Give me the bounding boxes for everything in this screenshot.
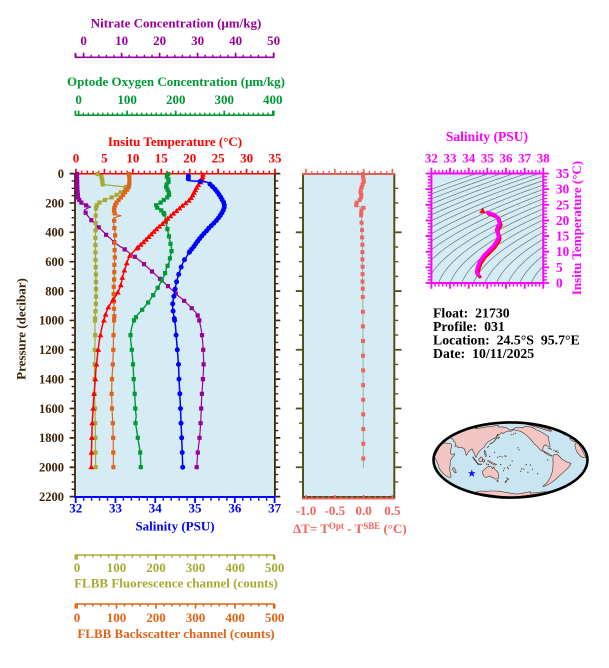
- svg-text:30: 30: [240, 151, 253, 166]
- svg-text:0: 0: [75, 92, 82, 107]
- svg-text:200: 200: [166, 92, 186, 107]
- svg-text:1600: 1600: [39, 402, 64, 416]
- svg-text:34: 34: [149, 500, 163, 515]
- svg-text:Optode Oxygen Concentration (μ: Optode Oxygen Concentration (μm/kg): [67, 74, 285, 89]
- svg-text:25: 25: [212, 151, 226, 166]
- svg-text:Profile: 031: Profile: 031: [433, 319, 505, 334]
- svg-text:25: 25: [556, 197, 570, 212]
- svg-text:FLBB Fluorescence channel (cou: FLBB Fluorescence channel (counts): [74, 576, 278, 591]
- svg-text:Insitu Temperature (°C): Insitu Temperature (°C): [108, 134, 242, 149]
- svg-text:10: 10: [126, 151, 139, 166]
- svg-text:37: 37: [268, 500, 282, 515]
- svg-text:300: 300: [186, 610, 206, 625]
- svg-text:2200: 2200: [39, 490, 64, 504]
- svg-text:Insitu Temperature (°C): Insitu Temperature (°C): [569, 161, 584, 295]
- svg-text:2000: 2000: [39, 461, 64, 475]
- svg-text:1000: 1000: [39, 314, 64, 328]
- svg-text:Date: 10/11/2025: Date: 10/11/2025: [433, 346, 534, 361]
- svg-text:34: 34: [462, 151, 476, 166]
- svg-text:-0.5: -0.5: [325, 503, 346, 518]
- svg-text:ΔT= TOpt - TSBE (°C): ΔT= TOpt - TSBE (°C): [293, 521, 407, 536]
- svg-text:20: 20: [556, 213, 570, 228]
- svg-text:36: 36: [228, 500, 242, 515]
- svg-text:0: 0: [74, 560, 81, 575]
- svg-text:10: 10: [115, 33, 128, 48]
- svg-text:35: 35: [189, 500, 203, 515]
- svg-text:0: 0: [73, 151, 80, 166]
- svg-text:30: 30: [556, 182, 570, 197]
- svg-text:1400: 1400: [39, 372, 64, 386]
- svg-text:300: 300: [215, 92, 235, 107]
- svg-text:100: 100: [117, 92, 137, 107]
- svg-text:35: 35: [269, 151, 283, 166]
- svg-text:35: 35: [481, 151, 495, 166]
- svg-text:Salinity (PSU): Salinity (PSU): [135, 519, 214, 534]
- svg-text:Salinity (PSU): Salinity (PSU): [446, 129, 528, 144]
- svg-text:5: 5: [556, 260, 563, 275]
- svg-text:0: 0: [556, 276, 563, 291]
- svg-text:1200: 1200: [39, 343, 64, 357]
- svg-text:100: 100: [107, 560, 127, 575]
- svg-text:10: 10: [556, 244, 570, 259]
- svg-text:20: 20: [153, 33, 166, 48]
- svg-text:36: 36: [500, 151, 514, 166]
- svg-text:500: 500: [265, 560, 285, 575]
- svg-text:38: 38: [537, 151, 551, 166]
- svg-text:32: 32: [425, 151, 438, 166]
- svg-text:Float: 21730: Float: 21730: [433, 306, 510, 321]
- svg-text:40: 40: [229, 33, 242, 48]
- svg-text:33: 33: [109, 500, 123, 515]
- svg-text:35: 35: [556, 166, 570, 181]
- svg-text:30: 30: [191, 33, 204, 48]
- svg-text:400: 400: [225, 610, 245, 625]
- svg-text:600: 600: [45, 255, 64, 269]
- svg-text:0: 0: [80, 33, 87, 48]
- svg-text:1800: 1800: [39, 431, 64, 445]
- svg-text:0.5: 0.5: [384, 503, 401, 518]
- svg-text:200: 200: [146, 610, 166, 625]
- svg-text:Pressure (decibar): Pressure (decibar): [14, 278, 29, 380]
- svg-text:50: 50: [267, 33, 280, 48]
- svg-text:200: 200: [45, 196, 64, 210]
- svg-text:0: 0: [58, 167, 64, 181]
- svg-text:Location: 24.5°S 95.7°E: Location: 24.5°S 95.7°E: [433, 333, 580, 348]
- svg-text:300: 300: [186, 560, 206, 575]
- svg-text:-1.0: -1.0: [296, 503, 317, 518]
- svg-text:200: 200: [146, 560, 166, 575]
- svg-text:0: 0: [74, 610, 81, 625]
- svg-text:400: 400: [263, 92, 283, 107]
- svg-text:20: 20: [183, 151, 196, 166]
- svg-text:400: 400: [45, 226, 64, 240]
- svg-text:800: 800: [45, 284, 64, 298]
- svg-text:100: 100: [107, 610, 127, 625]
- svg-text:15: 15: [556, 229, 570, 244]
- svg-text:37: 37: [518, 151, 532, 166]
- svg-text:500: 500: [265, 610, 285, 625]
- svg-text:FLBB Backscatter channel (coun: FLBB Backscatter channel (counts): [77, 626, 274, 641]
- svg-text:0.0: 0.0: [355, 503, 371, 518]
- svg-text:15: 15: [155, 151, 169, 166]
- svg-text:5: 5: [101, 151, 108, 166]
- svg-text:Nitrate Concentration (μm/kg): Nitrate Concentration (μm/kg): [91, 16, 262, 31]
- svg-text:400: 400: [225, 560, 245, 575]
- svg-text:33: 33: [444, 151, 458, 166]
- svg-text:32: 32: [69, 500, 82, 515]
